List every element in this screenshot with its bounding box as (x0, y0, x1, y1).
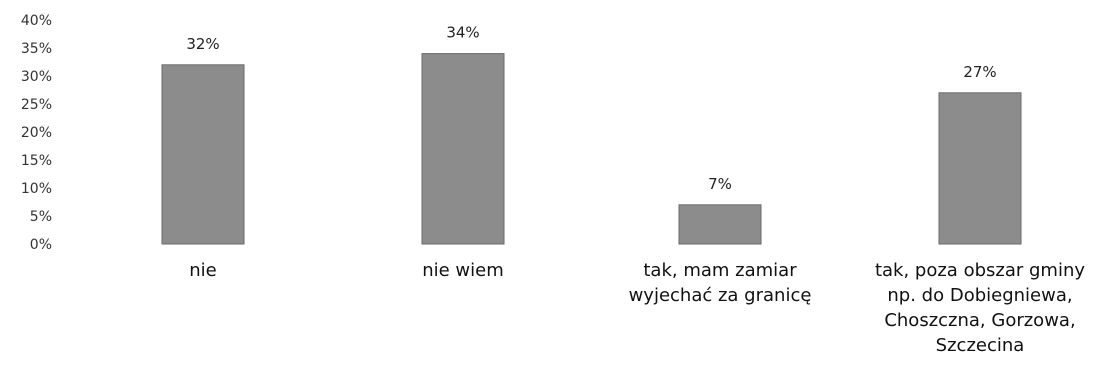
category-label-line: nie (189, 260, 217, 281)
category-label: nie (78, 258, 328, 283)
bar (678, 204, 762, 245)
category-label-line: tak, poza obszar gminy (874, 260, 1086, 281)
bar (421, 53, 505, 245)
data-label: 27% (963, 63, 996, 81)
category-label: tak, poza obszar gminy np. do Dobiegniewa… (855, 258, 1105, 358)
y-tick-label: 25% (21, 97, 52, 113)
data-label: 7% (708, 175, 732, 193)
category-label-line: nie wiem (422, 260, 504, 281)
y-tick-label: 15% (21, 153, 52, 169)
y-tick-label: 0% (30, 237, 52, 253)
y-tick-label: 35% (21, 41, 52, 57)
data-label: 32% (186, 35, 219, 53)
category-label-line: Choszczna, Gorzowa, (884, 310, 1076, 331)
y-tick-label: 40% (21, 13, 52, 29)
category-label: tak, mam zamiar wyjechać za granicę (595, 258, 845, 308)
category-label-line: wyjechać za granicę (628, 285, 812, 306)
y-tick-label: 10% (21, 181, 52, 197)
category-label: nie wiem (338, 258, 588, 283)
bar (938, 92, 1022, 245)
bar (161, 64, 245, 245)
y-tick-label: 5% (30, 209, 52, 225)
data-label: 34% (446, 24, 479, 42)
category-label-line: tak, mam zamiar (643, 260, 797, 281)
category-label-line: Szczecina (935, 335, 1025, 356)
y-tick-label: 20% (21, 125, 52, 141)
category-label-line: np. do Dobiegniewa, (887, 285, 1073, 306)
y-tick-label: 30% (21, 69, 52, 85)
